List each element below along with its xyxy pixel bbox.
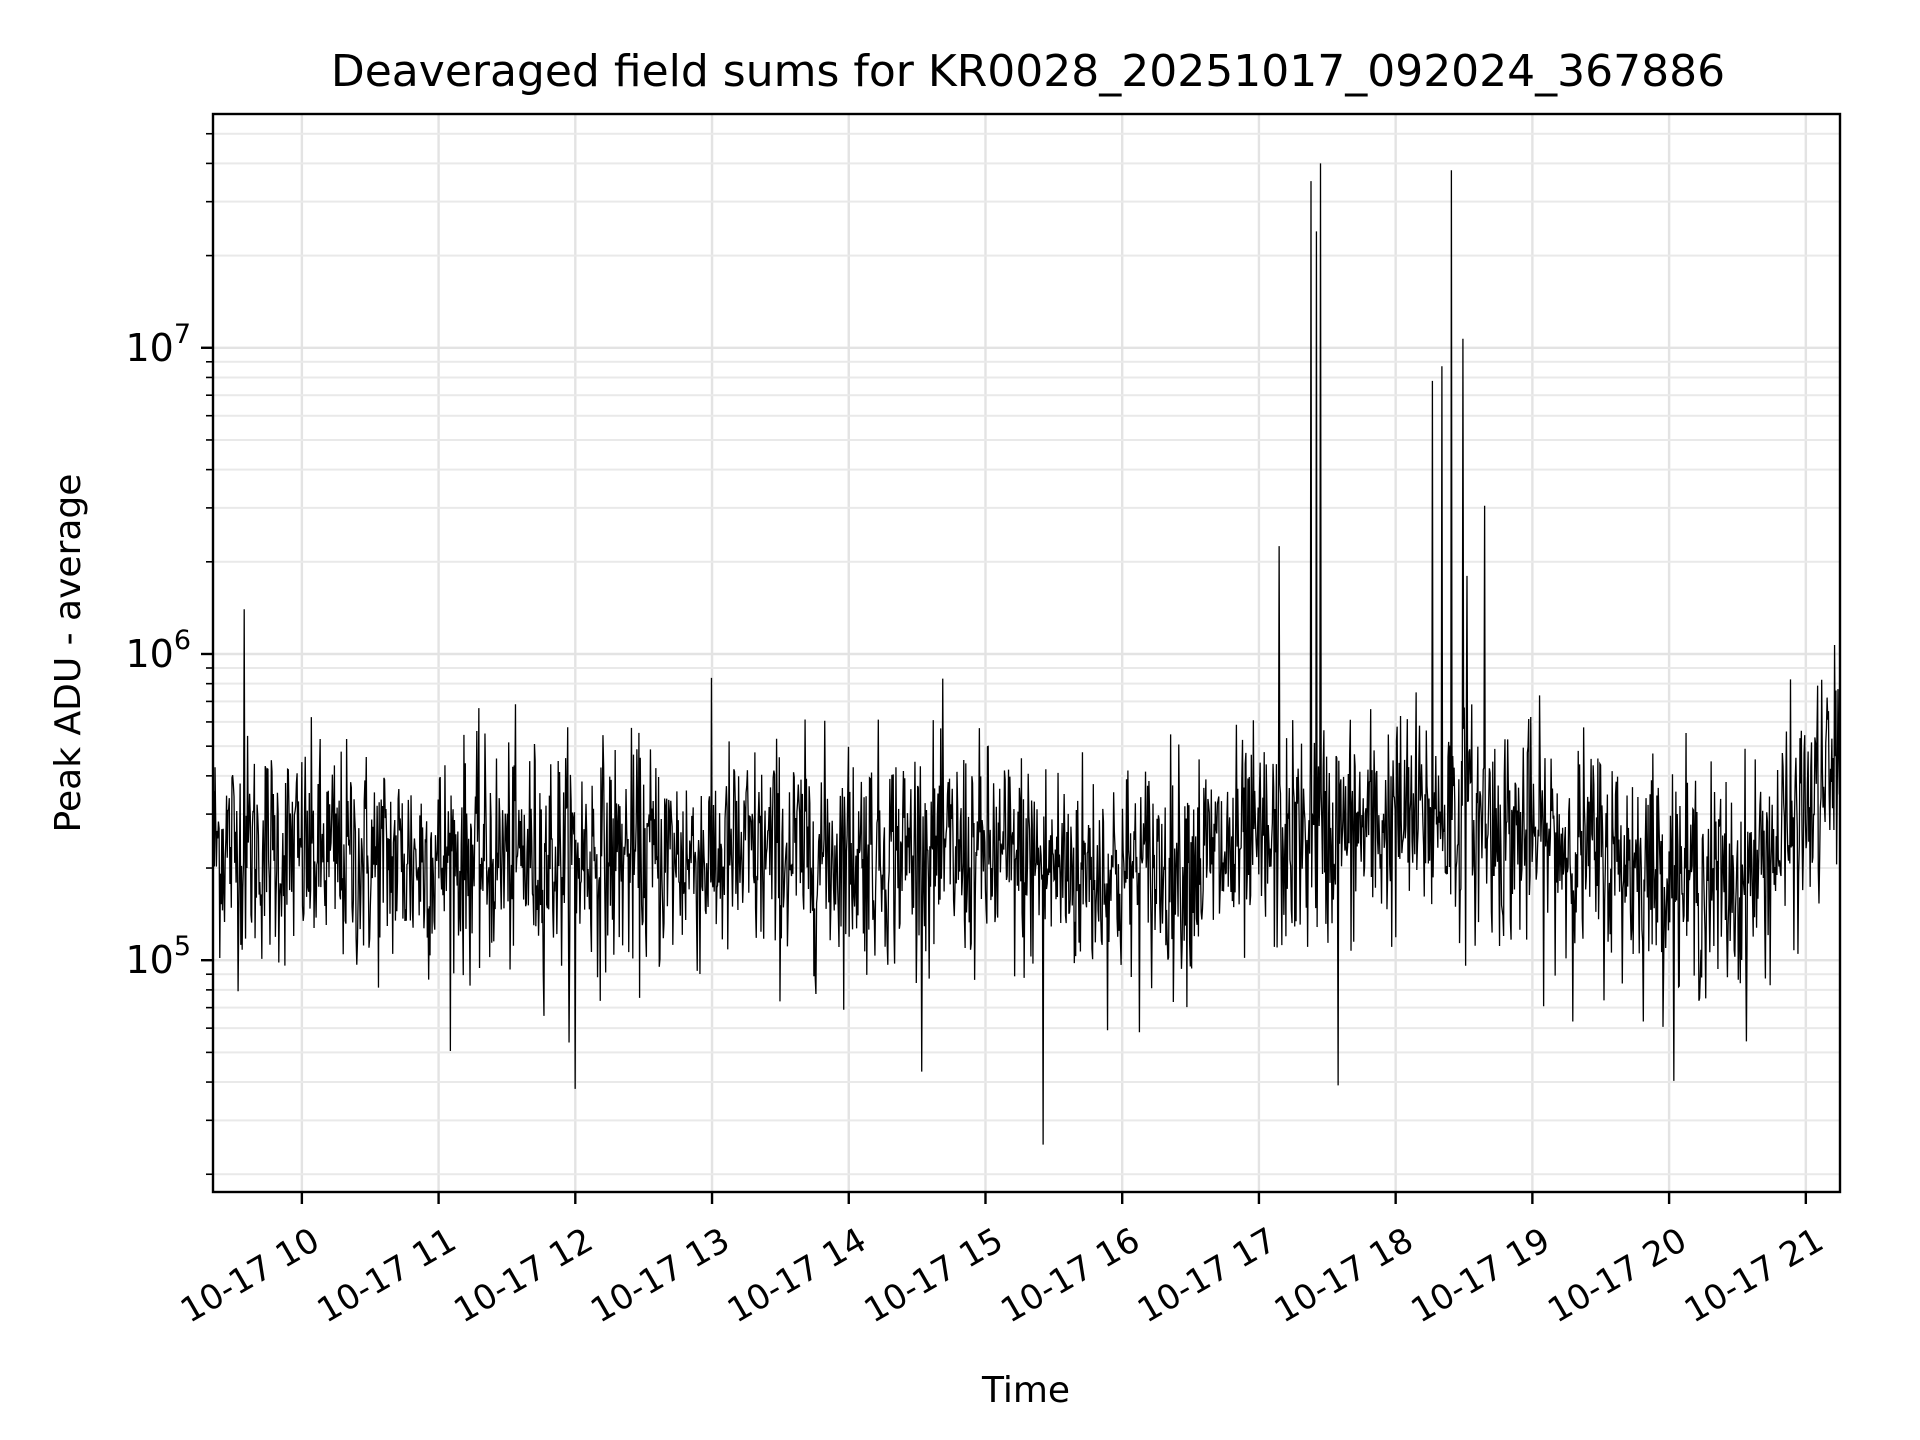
y-tick-label-exponent: 7 bbox=[174, 319, 191, 350]
chart-title: Deaveraged field sums for KR0028_2025101… bbox=[331, 46, 1725, 97]
y-tick-label: 107 bbox=[125, 319, 191, 370]
y-tick-label-base: 10 bbox=[125, 632, 173, 676]
y-tick-label: 106 bbox=[125, 625, 191, 676]
y-tick-label: 105 bbox=[125, 931, 191, 982]
y-axis-label: Peak ADU - average bbox=[48, 474, 89, 833]
y-tick-label-exponent: 5 bbox=[174, 931, 191, 962]
y-tick-label-base: 10 bbox=[125, 938, 173, 982]
y-tick-label-exponent: 6 bbox=[174, 625, 191, 656]
data-series-line bbox=[212, 163, 1841, 1145]
y-tick-label-base: 10 bbox=[125, 326, 173, 370]
x-axis-label: Time bbox=[981, 1370, 1070, 1411]
series-layer bbox=[212, 163, 1841, 1145]
